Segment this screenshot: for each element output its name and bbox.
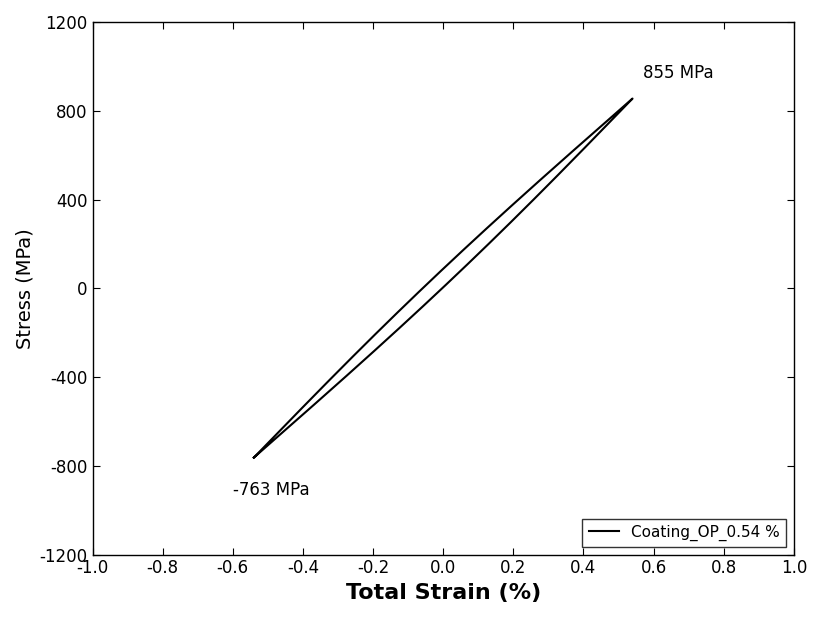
X-axis label: Total Strain (%): Total Strain (%) (345, 583, 541, 603)
Y-axis label: Stress (MPa): Stress (MPa) (15, 228, 34, 349)
Coating_OP_0.54 % (491, 216, 501, 224)
Coating_OP_0.54 % (425, 277, 435, 285)
Coating_OP_0.54 % (627, 95, 637, 102)
Coating_OP_0.54 % (249, 454, 259, 461)
Text: 855 MPa: 855 MPa (643, 64, 713, 82)
Line: Coating_OP_0.54 %: Coating_OP_0.54 % (254, 98, 632, 457)
Coating_OP_0.54 % (454, 269, 464, 276)
Coating_OP_0.54 % (249, 454, 259, 461)
Text: -763 MPa: -763 MPa (233, 481, 309, 499)
Coating_OP_0.54 % (392, 326, 402, 334)
Legend: Coating_OP_0.54 %: Coating_OP_0.54 % (583, 519, 786, 547)
Coating_OP_0.54 % (554, 159, 564, 167)
Coating_OP_0.54 % (595, 129, 605, 136)
